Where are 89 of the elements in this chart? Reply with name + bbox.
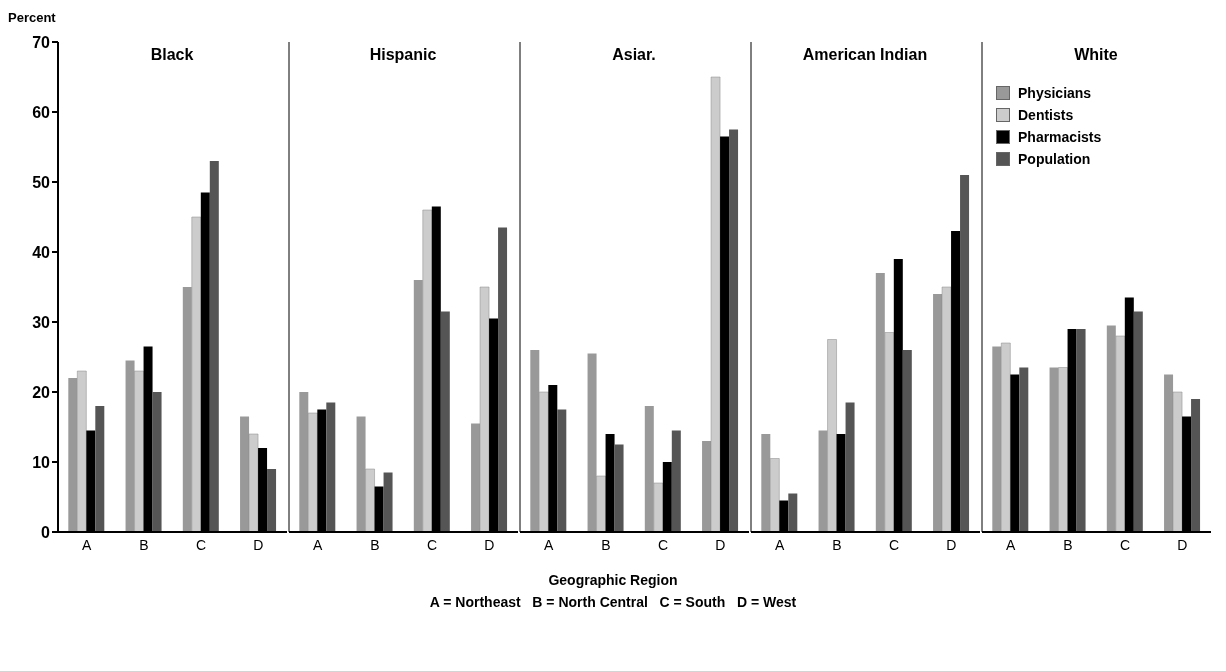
legend-label: Physicians <box>1018 84 1092 103</box>
legend-label: Population <box>1018 150 1091 169</box>
bar <box>902 350 912 532</box>
bar <box>875 273 885 532</box>
bar <box>1172 391 1183 532</box>
bar <box>827 339 837 532</box>
chart-title: American Indian <box>801 46 929 64</box>
y-tick-label: 40 <box>32 243 51 261</box>
bar <box>440 311 450 532</box>
y-tick-label: 10 <box>32 453 51 471</box>
bar <box>941 286 952 532</box>
bar <box>134 370 144 532</box>
x-tick-label: A <box>774 536 785 553</box>
bar <box>152 392 162 532</box>
x-tick-label: A <box>81 536 92 553</box>
bar <box>770 458 780 532</box>
x-axis-title: Geographic Region <box>547 572 679 588</box>
x-tick-label: B <box>139 536 149 553</box>
bar <box>729 129 739 532</box>
chart-title: Hispanic <box>368 46 438 64</box>
bar <box>365 468 375 532</box>
bar <box>299 392 309 532</box>
y-tick-label: 0 <box>41 523 51 541</box>
bar <box>884 332 895 532</box>
bar <box>960 175 970 532</box>
x-tick-label: A <box>543 536 554 553</box>
x-tick-label: C <box>889 536 900 553</box>
text: A = Northeast B = North Central C = South D = West <box>428 594 798 610</box>
x-tick-label: D <box>715 536 726 553</box>
bar <box>191 216 202 532</box>
bar <box>356 416 366 532</box>
bar <box>1191 399 1201 532</box>
bar <box>479 286 490 532</box>
x-tick-label: D <box>1177 536 1188 553</box>
bar <box>671 430 681 532</box>
bar <box>845 402 855 532</box>
x-tick-label: B <box>1063 536 1073 553</box>
bar <box>788 493 798 532</box>
bar <box>614 444 624 532</box>
bar <box>248 433 259 532</box>
bar <box>653 482 664 532</box>
x-tick-label: D <box>946 536 957 553</box>
bar <box>422 209 433 532</box>
bar <box>1133 311 1143 532</box>
x-tick-label: C <box>427 536 438 553</box>
y-axis-title: Percent <box>8 10 56 25</box>
bar <box>1058 367 1068 532</box>
bar <box>95 406 105 532</box>
bar <box>209 161 219 532</box>
x-tick-label: C <box>658 536 669 553</box>
bar <box>1001 342 1011 532</box>
bar <box>530 350 540 532</box>
y-tick-label: 50 <box>32 173 51 191</box>
legend-label: Pharmacists <box>1018 128 1102 147</box>
x-tick-label: A <box>1005 536 1016 553</box>
legend-label: Dentists <box>1018 106 1074 125</box>
bar <box>308 412 318 532</box>
y-tick-label: 60 <box>32 103 51 121</box>
chart-title: Asiar. <box>611 46 657 64</box>
x-tick-label: B <box>832 536 842 553</box>
y-tick-label: 30 <box>32 313 51 331</box>
y-tick-label: 70 <box>32 33 51 51</box>
x-tick-label: B <box>601 536 611 553</box>
bar <box>1115 335 1126 532</box>
x-tick-label: D <box>253 536 264 553</box>
bar <box>267 469 277 532</box>
chart-title: Black <box>149 46 195 64</box>
chart-title: White <box>1073 46 1119 64</box>
bar <box>383 472 393 532</box>
bar <box>68 378 78 532</box>
bar <box>557 409 567 532</box>
bar <box>710 76 721 532</box>
x-tick-label: C <box>196 536 207 553</box>
bar <box>596 475 606 532</box>
bar <box>539 391 549 532</box>
bar <box>761 434 771 532</box>
bar <box>1019 367 1029 532</box>
bar <box>587 353 597 532</box>
bar <box>644 406 654 532</box>
bar <box>77 370 87 532</box>
x-tick-label: D <box>484 536 495 553</box>
x-tick-label: B <box>370 536 380 553</box>
x-tick-label: C <box>1120 536 1131 553</box>
bar <box>326 402 336 532</box>
bar <box>992 346 1002 532</box>
bar <box>498 227 508 532</box>
y-tick-label: 20 <box>32 383 51 401</box>
x-tick-label: A <box>312 536 323 553</box>
bar <box>1076 329 1086 532</box>
